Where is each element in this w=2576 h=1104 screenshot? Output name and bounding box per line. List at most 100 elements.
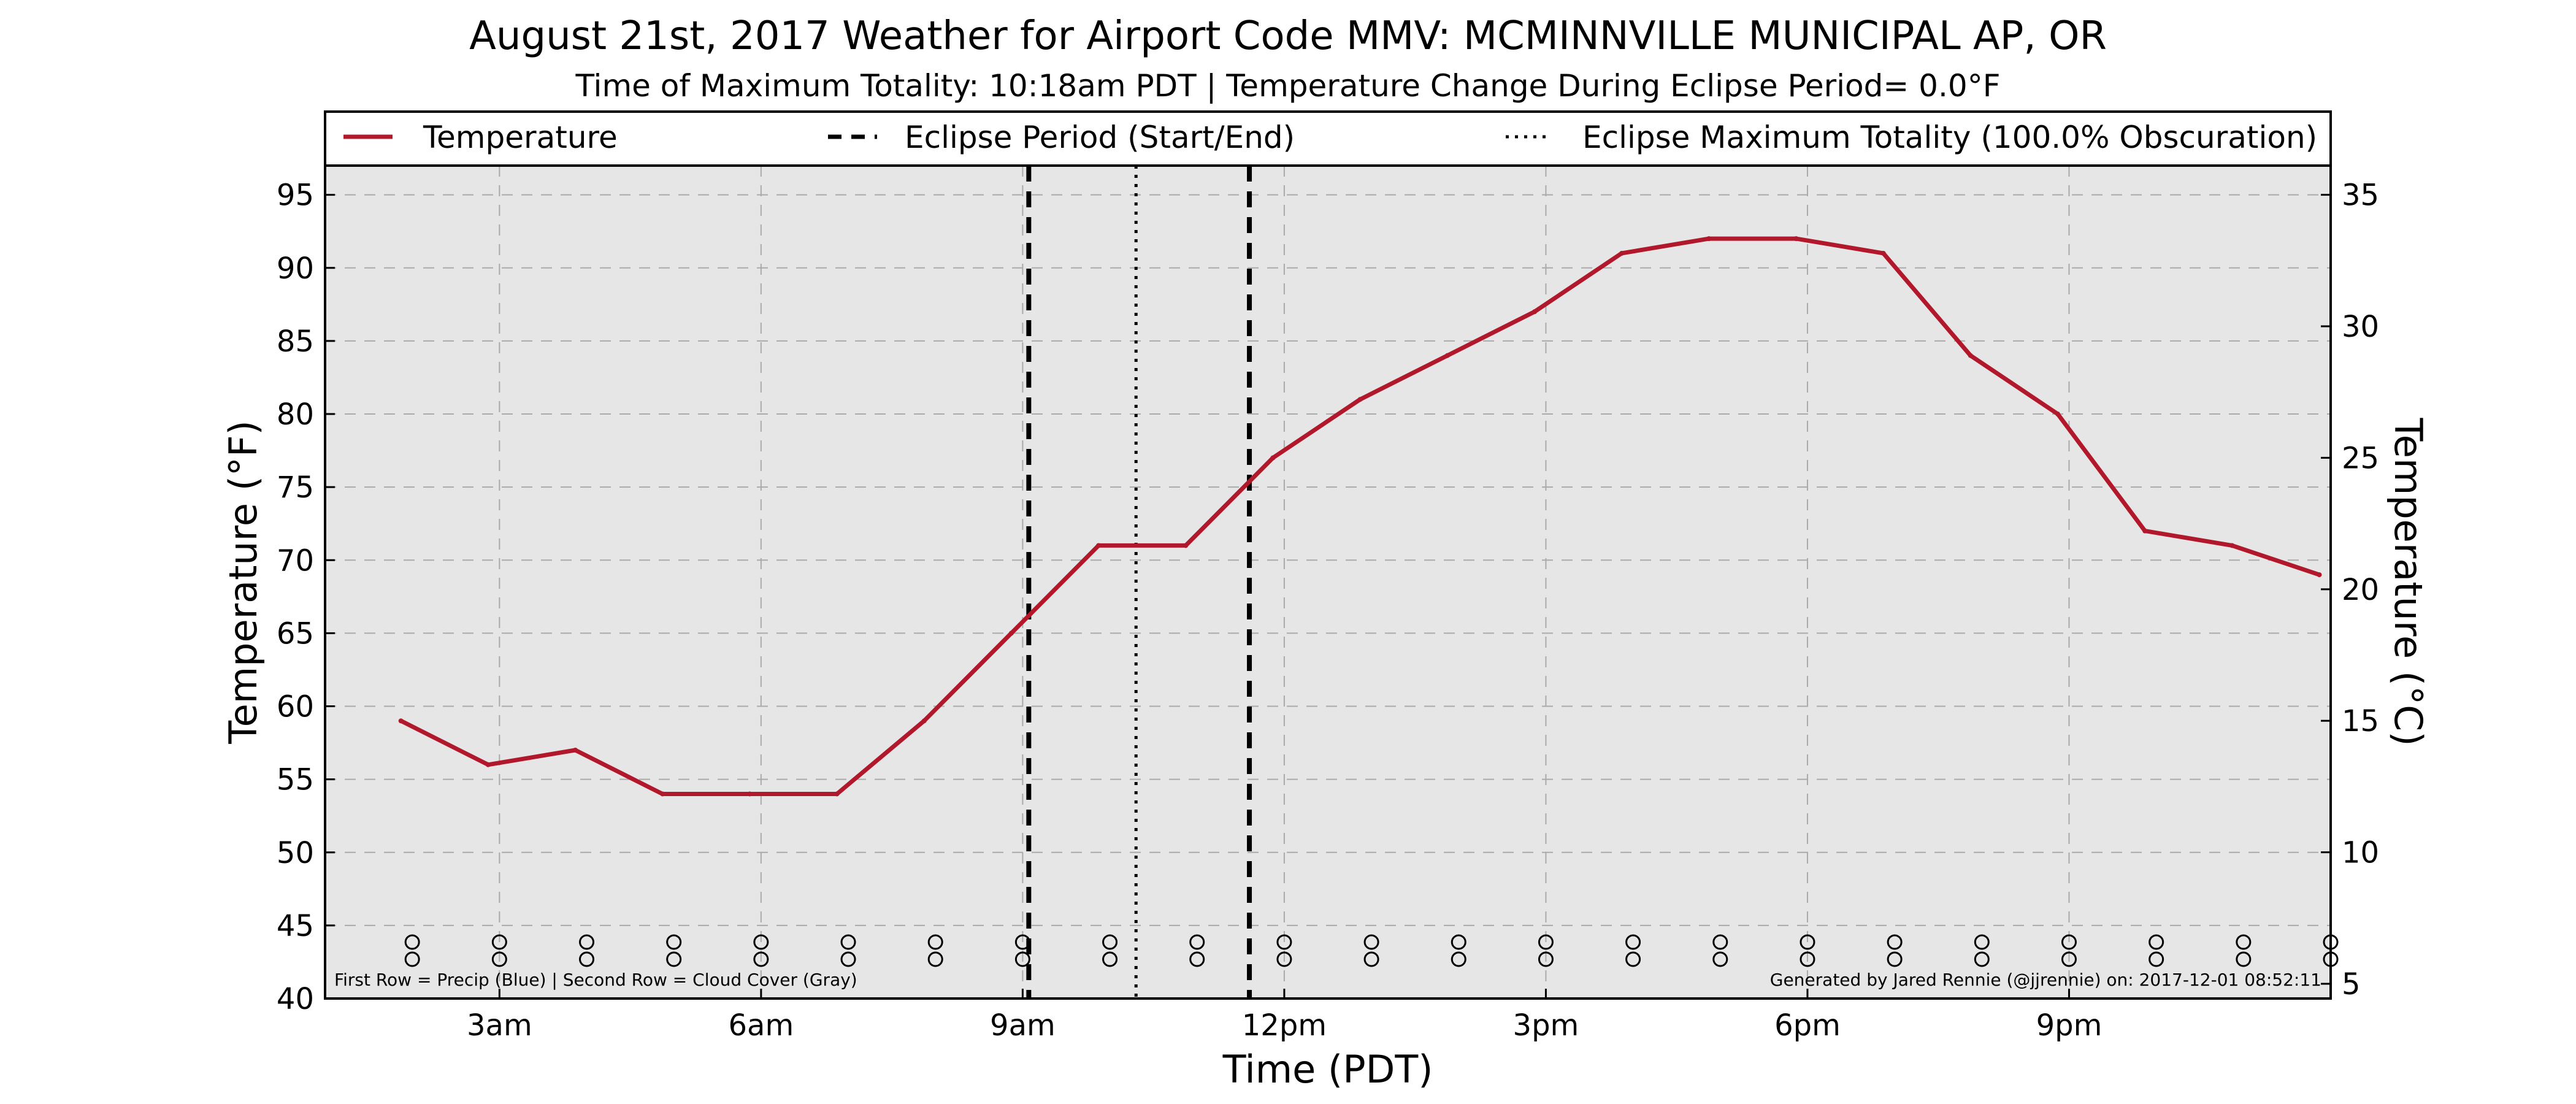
y-tick-label: 80 [277, 397, 314, 432]
x-axis: 3am 6am 9am 12pm 3pm 6pm 9pm [467, 989, 2102, 1043]
legend-label-eclipse-period: Eclipse Period (Start/End) [905, 120, 1295, 155]
precip-marker [1538, 934, 1554, 950]
x-tick-label: 9pm [2036, 1008, 2103, 1043]
precip-marker [2061, 934, 2077, 950]
precip-marker [1102, 934, 1118, 950]
temperature-point [2142, 528, 2148, 534]
precip-marker [1887, 934, 1903, 950]
legend-frame [324, 110, 2332, 167]
precip-marker [1276, 934, 1292, 950]
cloud-cover-marker [2236, 951, 2252, 967]
cloud-cover-marker [1974, 951, 1990, 967]
precip-marker [579, 934, 595, 950]
y-tick-label: 85 [277, 324, 314, 359]
y-tick-label: 50 [277, 836, 314, 870]
temperature-point [747, 791, 753, 797]
cloud-cover-marker [1363, 951, 1379, 967]
cloud-cover-marker [666, 951, 682, 967]
y-axis-left: 40 45 50 55 60 65 70 75 80 85 90 95 [277, 178, 335, 1016]
y-tick-label: 45 [277, 909, 314, 943]
precip-marker [2236, 934, 2252, 950]
y2-tick-label: 30 [2342, 310, 2379, 344]
cloud-cover-marker [1625, 951, 1641, 967]
cloud-cover-marker [2149, 951, 2164, 967]
cloud-cover-marker [491, 951, 507, 967]
eclipse-markers [1026, 166, 1252, 999]
temperature-point [1968, 353, 1973, 358]
cloud-cover-marker [1276, 951, 1292, 967]
cloud-cover-marker [1014, 951, 1030, 967]
y2-tick-label: 10 [2342, 836, 2379, 870]
cloud-cover-marker [1800, 951, 1815, 967]
x-tick-label: 9am [990, 1008, 1056, 1043]
x-tick-label: 12pm [1242, 1008, 1327, 1043]
y-tick-label: 40 [277, 982, 314, 1016]
legend-label-temperature: Temperature [423, 120, 618, 155]
cloud-cover-marker [1712, 951, 1728, 967]
precip-marker [2149, 934, 2164, 950]
chart-subtitle: Time of Maximum Totality: 10:18am PDT | … [575, 68, 2001, 104]
temperature-point [573, 747, 578, 753]
temperature-point [1706, 236, 1712, 242]
cloud-cover-marker [1887, 951, 1903, 967]
y-tick-label: 70 [277, 543, 314, 578]
y2-tick-label: 20 [2342, 573, 2379, 607]
temperature-point [398, 718, 404, 724]
precip-marker [1974, 934, 1990, 950]
y2-tick-label: 15 [2342, 704, 2379, 738]
y2-tick-label: 35 [2342, 178, 2379, 213]
y2-tick-label: 25 [2342, 441, 2379, 475]
precip-marker [1800, 934, 1815, 950]
cloud-cover-marker [840, 951, 856, 967]
precip-marker [1451, 934, 1466, 950]
temperature-point [1008, 631, 1014, 636]
temperature-point [1096, 543, 1102, 548]
y-tick-label: 95 [277, 178, 314, 213]
cloud-cover-marker [1451, 951, 1466, 967]
cloud-cover-marker [404, 951, 420, 967]
plot-frame [324, 164, 2332, 1000]
legend: Temperature Eclipse Period (Start/End) E… [324, 110, 2332, 167]
temperature-point [1270, 455, 1276, 461]
series-layer [398, 236, 2322, 797]
x-axis-label: Time (PDT) [1222, 1047, 1433, 1092]
cloud-cover-marker [753, 951, 769, 967]
y-tick-label: 55 [277, 763, 314, 797]
temperature-point [1183, 543, 1189, 548]
precip-marker [1625, 934, 1641, 950]
chart-title: August 21st, 2017 Weather for Airport Co… [469, 13, 2107, 59]
footnote-right: Generated by Jared Rennie (@jjrennie) on… [1770, 970, 2321, 990]
precip-marker [491, 934, 507, 950]
temperature-point [1531, 309, 1537, 315]
y-tick-label: 75 [277, 470, 314, 505]
temperature-point [834, 791, 840, 797]
temperature-point [1880, 250, 1886, 256]
y-tick-label: 90 [277, 251, 314, 286]
y-axis-label: Temperature (°F) [221, 420, 266, 744]
cloud-cover-marker [1189, 951, 1205, 967]
x-tick-label: 3pm [1513, 1008, 1579, 1043]
y-axis-right: 5 10 15 20 25 30 35 [2321, 178, 2379, 1002]
x-tick-label: 6pm [1774, 1008, 1841, 1043]
legend-label-eclipse-max: Eclipse Maximum Totality (100.0% Obscura… [1582, 120, 2317, 155]
cloud-cover-marker [579, 951, 595, 967]
y2-axis-label: Temperature (°C) [2386, 417, 2431, 746]
y-tick-label: 65 [277, 616, 314, 651]
precip-marker [666, 934, 682, 950]
temperature-point [2317, 572, 2322, 578]
temperature-point [1619, 250, 1625, 256]
precip-marker [840, 934, 856, 950]
gridlines [325, 166, 2331, 999]
x-tick-label: 6am [729, 1008, 794, 1043]
precip-marker [1189, 934, 1205, 950]
plot-area [325, 166, 2331, 999]
precip-marker [753, 934, 769, 950]
x-tick-label: 3am [467, 1008, 532, 1043]
temperature-point [921, 718, 927, 724]
y2-tick-label: 5 [2342, 967, 2361, 1002]
temperature-point [1793, 236, 1799, 242]
temperature-point [1444, 353, 1450, 358]
precip-marker [927, 934, 943, 950]
cloud-cover-marker [2061, 951, 2077, 967]
